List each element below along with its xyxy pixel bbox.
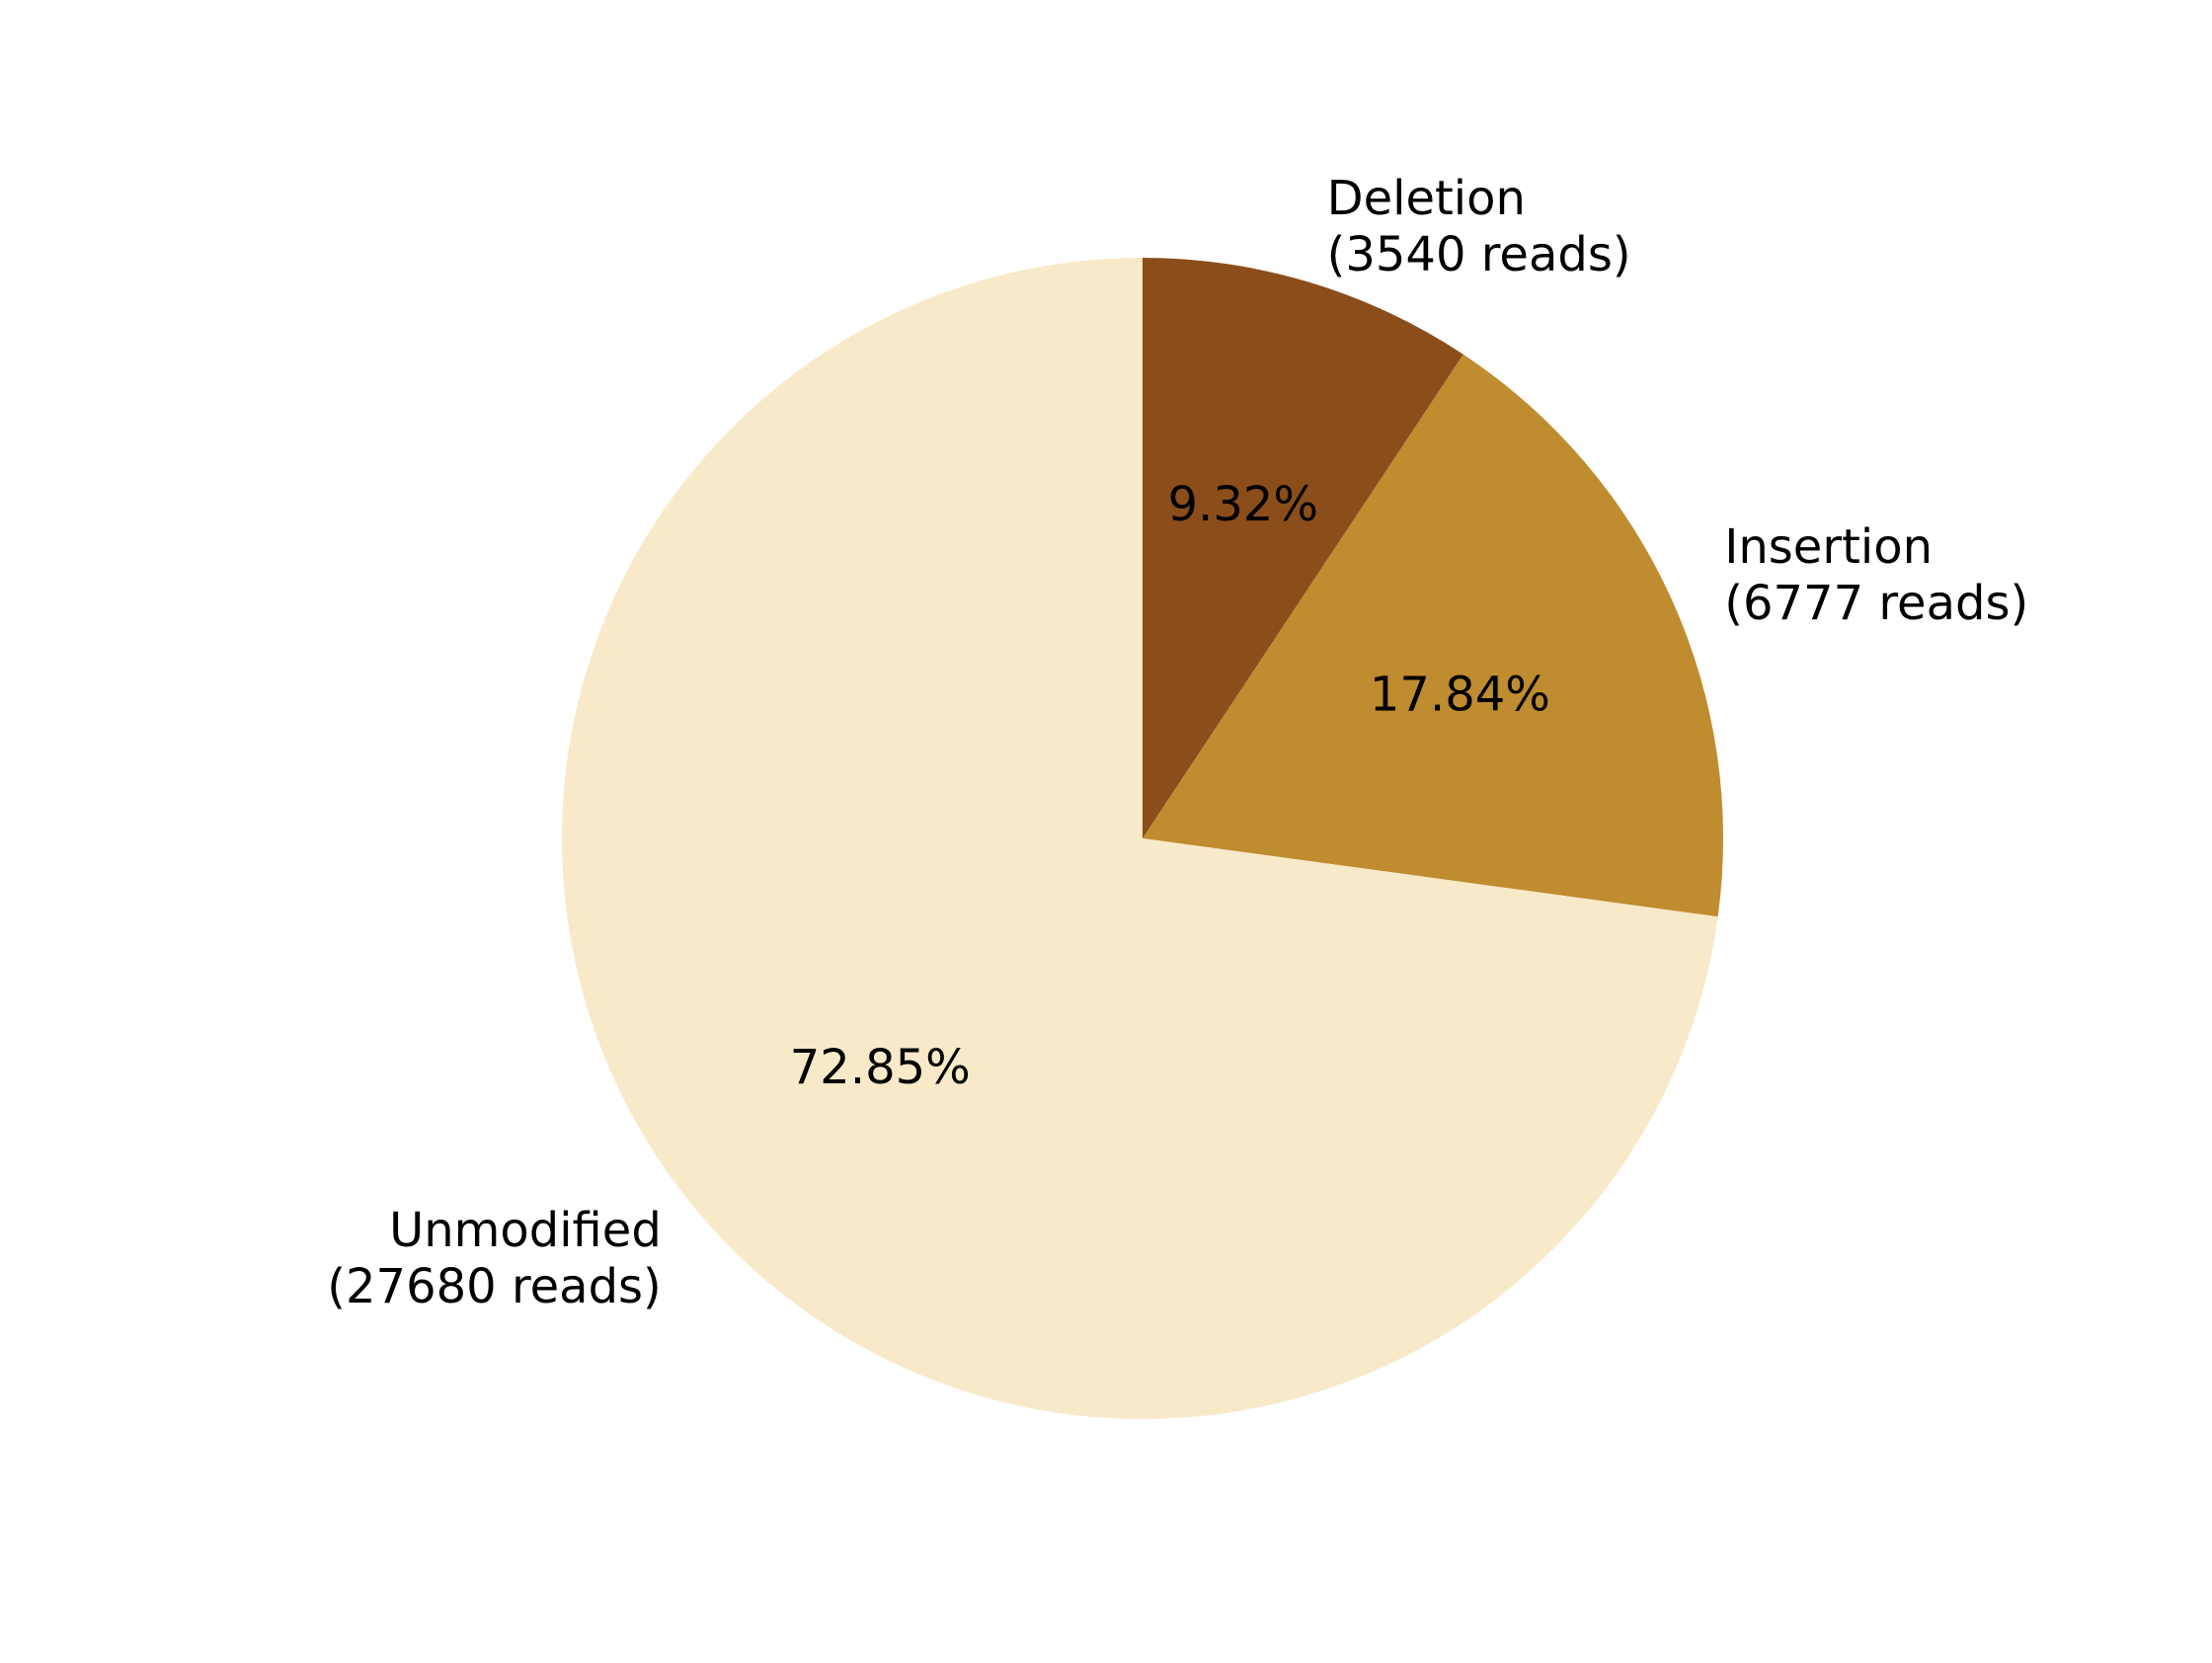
percent-label-insertion: 17.84% — [1370, 668, 1550, 723]
slice-label-unmodified: Unmodified (27680 reads) — [327, 1203, 662, 1314]
slice-label-deletion: Deletion (3540 reads) — [1327, 171, 1631, 282]
pie-slice-deletion — [1143, 258, 1463, 838]
pie-slice-unmodified — [561, 257, 1718, 1419]
slice-reads-deletion: (3540 reads) — [1327, 227, 1631, 282]
percent-label-unmodified: 72.85% — [790, 1040, 971, 1095]
slice-name-deletion: Deletion — [1327, 171, 1526, 226]
slice-reads-unmodified: (27680 reads) — [327, 1259, 662, 1314]
slices-layer — [561, 257, 1723, 1419]
slice-name-unmodified: Unmodified — [389, 1203, 662, 1258]
labels-layer: 9.32% Deletion (3540 reads) 17.84% Insertion… — [327, 171, 2028, 1314]
slice-reads-insertion: (6777 reads) — [1724, 576, 2028, 631]
pie-slice-insertion — [1143, 354, 1723, 917]
slice-label-insertion: Insertion (6777 reads) — [1724, 519, 2028, 631]
percent-label-deletion: 9.32% — [1168, 477, 1318, 532]
slice-name-insertion: Insertion — [1724, 519, 1933, 575]
